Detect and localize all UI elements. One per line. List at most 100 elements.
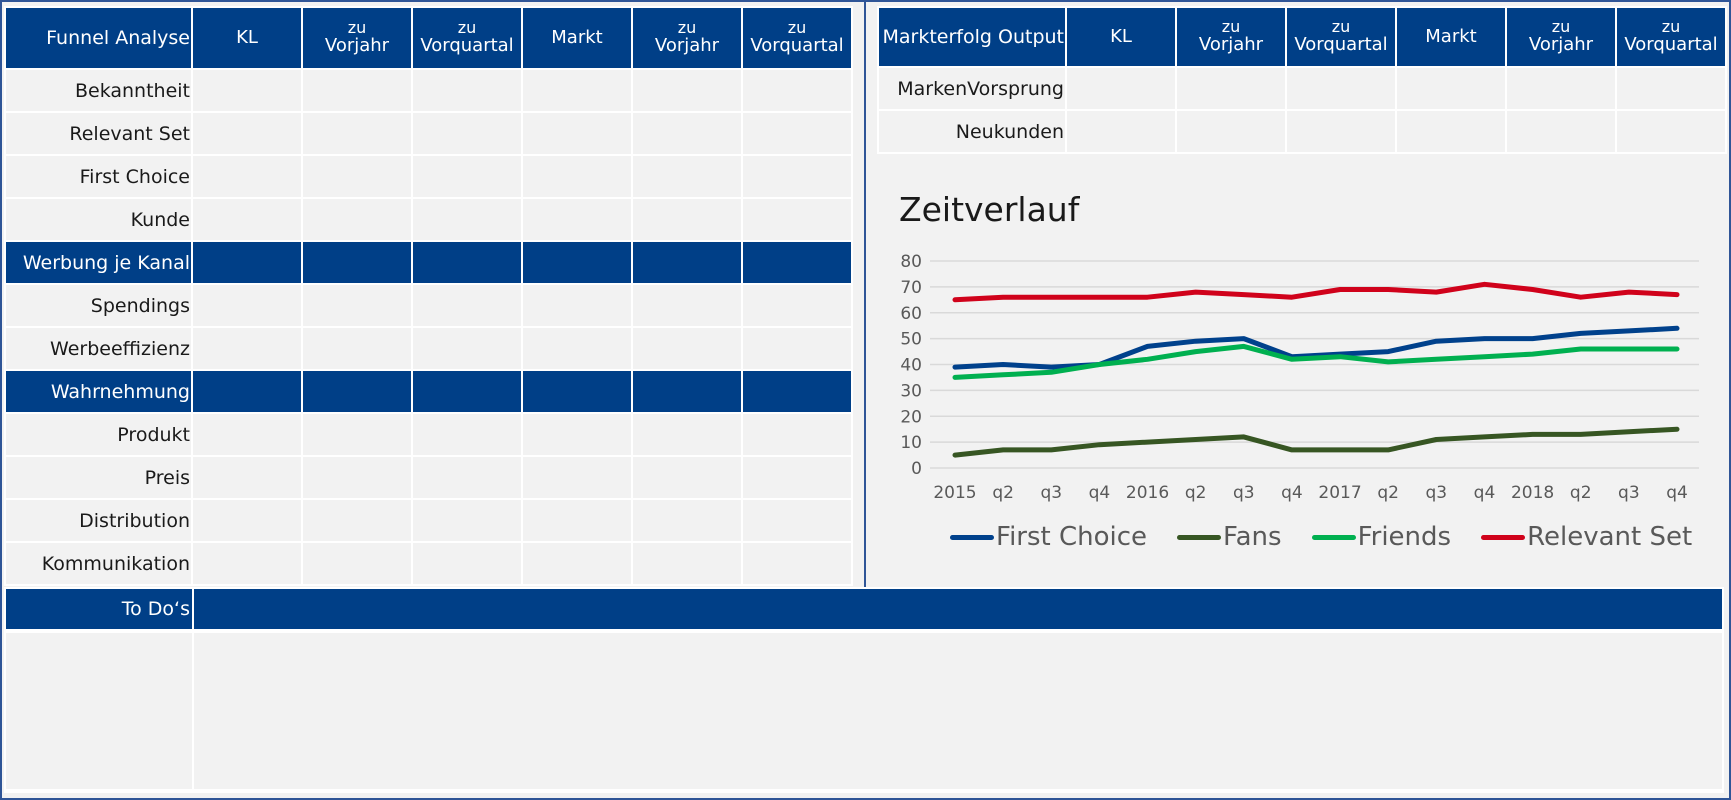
timeline-line-chart: 0 10 20 30 40 50 60 70 80 2015 q2 q3 q4 2016 q2 q3 q4 201… xyxy=(900,252,1699,503)
header-zu: zu xyxy=(1551,17,1571,36)
table-cell[interactable] xyxy=(523,70,631,111)
table-cell[interactable] xyxy=(193,156,301,197)
row-label: Bekanntheit xyxy=(6,70,191,111)
table-cell[interactable] xyxy=(303,199,411,240)
table-cell[interactable] xyxy=(413,328,521,369)
row-label: Preis xyxy=(6,457,191,498)
table-cell[interactable] xyxy=(523,242,631,283)
table-cell[interactable] xyxy=(633,70,741,111)
table-cell[interactable] xyxy=(1617,111,1725,152)
table-cell[interactable] xyxy=(1617,68,1725,109)
table-cell[interactable] xyxy=(633,242,741,283)
table-cell[interactable] xyxy=(633,199,741,240)
table-cell[interactable] xyxy=(523,328,631,369)
table-cell[interactable] xyxy=(1177,111,1285,152)
table-cell[interactable] xyxy=(303,500,411,541)
table-cell[interactable] xyxy=(413,457,521,498)
table-cell[interactable] xyxy=(413,371,521,412)
table-cell[interactable] xyxy=(523,414,631,455)
table-cell[interactable] xyxy=(523,199,631,240)
todo-notes-cell[interactable] xyxy=(194,633,1722,789)
table-cell[interactable] xyxy=(413,543,521,584)
table-cell[interactable] xyxy=(303,414,411,455)
table-cell[interactable] xyxy=(413,199,521,240)
table-row: Bekanntheit xyxy=(6,70,851,111)
legend-label: Friends xyxy=(1357,522,1452,552)
table-cell[interactable] xyxy=(523,543,631,584)
table-cell[interactable] xyxy=(1507,68,1615,109)
table-cell[interactable] xyxy=(1067,111,1175,152)
table-cell[interactable] xyxy=(193,70,301,111)
table-cell[interactable] xyxy=(303,156,411,197)
table-cell[interactable] xyxy=(193,328,301,369)
table-cell[interactable] xyxy=(633,371,741,412)
todo-label-cell[interactable] xyxy=(6,633,192,789)
table-cell[interactable] xyxy=(303,328,411,369)
header-vorquartal: Vorquartal xyxy=(1294,34,1388,55)
table-cell[interactable] xyxy=(633,113,741,154)
table-cell[interactable] xyxy=(413,70,521,111)
table-cell[interactable] xyxy=(743,199,851,240)
table-cell[interactable] xyxy=(1067,68,1175,109)
table-cell[interactable] xyxy=(743,285,851,326)
table-cell[interactable] xyxy=(193,414,301,455)
legend-line-icon xyxy=(1311,534,1356,540)
table-cell[interactable] xyxy=(413,500,521,541)
table-cell[interactable] xyxy=(743,371,851,412)
y-tick-label: 80 xyxy=(900,252,922,272)
table-cell[interactable] xyxy=(303,70,411,111)
table-cell[interactable] xyxy=(1507,111,1615,152)
table-cell[interactable] xyxy=(1287,111,1395,152)
table-cell[interactable] xyxy=(303,285,411,326)
table-cell[interactable] xyxy=(413,113,521,154)
table-cell[interactable] xyxy=(523,285,631,326)
table-cell[interactable] xyxy=(1287,68,1395,109)
table-cell[interactable] xyxy=(633,156,741,197)
table-cell[interactable] xyxy=(743,543,851,584)
table-cell[interactable] xyxy=(413,414,521,455)
table-cell[interactable] xyxy=(743,242,851,283)
table-cell[interactable] xyxy=(633,414,741,455)
table-cell[interactable] xyxy=(193,543,301,584)
table-cell[interactable] xyxy=(303,113,411,154)
table-cell[interactable] xyxy=(523,500,631,541)
table-cell[interactable] xyxy=(303,242,411,283)
table-cell[interactable] xyxy=(743,113,851,154)
table-cell[interactable] xyxy=(1397,68,1505,109)
table-cell[interactable] xyxy=(743,414,851,455)
table-cell[interactable] xyxy=(743,328,851,369)
table-cell[interactable] xyxy=(633,543,741,584)
table-cell[interactable] xyxy=(193,371,301,412)
table-cell[interactable] xyxy=(193,500,301,541)
table-cell[interactable] xyxy=(193,242,301,283)
table-cell[interactable] xyxy=(743,156,851,197)
table-cell[interactable] xyxy=(1177,68,1285,109)
table-cell[interactable] xyxy=(303,457,411,498)
table-cell[interactable] xyxy=(193,199,301,240)
table-cell[interactable] xyxy=(193,113,301,154)
table-cell[interactable] xyxy=(1397,111,1505,152)
table-row: Relevant Set xyxy=(6,113,851,154)
table-cell[interactable] xyxy=(193,457,301,498)
table-cell[interactable] xyxy=(193,285,301,326)
table-cell[interactable] xyxy=(523,156,631,197)
table-cell[interactable] xyxy=(523,113,631,154)
table-cell[interactable] xyxy=(633,500,741,541)
table-cell[interactable] xyxy=(633,328,741,369)
row-label: Produkt xyxy=(6,414,191,455)
table-cell[interactable] xyxy=(523,371,631,412)
header-zu: zu xyxy=(1331,17,1351,36)
table-cell[interactable] xyxy=(303,371,411,412)
table-cell[interactable] xyxy=(303,543,411,584)
table-cell[interactable] xyxy=(743,70,851,111)
table-cell[interactable] xyxy=(523,457,631,498)
table-cell[interactable] xyxy=(743,500,851,541)
table-cell[interactable] xyxy=(413,242,521,283)
table-cell[interactable] xyxy=(633,457,741,498)
table-cell[interactable] xyxy=(743,457,851,498)
row-label: Kunde xyxy=(6,199,191,240)
table-cell[interactable] xyxy=(413,285,521,326)
table-cell[interactable] xyxy=(413,156,521,197)
table-cell[interactable] xyxy=(633,285,741,326)
legend-item: Relevant Set xyxy=(1481,522,1692,552)
